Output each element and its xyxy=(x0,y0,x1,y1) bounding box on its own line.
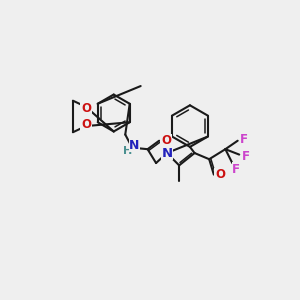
Text: F: F xyxy=(240,133,248,146)
Text: O: O xyxy=(161,134,171,147)
Text: F: F xyxy=(232,163,240,176)
Text: O: O xyxy=(81,118,91,131)
Text: O: O xyxy=(81,102,91,115)
Text: H: H xyxy=(123,146,132,157)
Text: F: F xyxy=(242,150,249,163)
Text: N: N xyxy=(161,146,172,160)
Text: O: O xyxy=(215,168,225,181)
Text: N: N xyxy=(129,139,140,152)
